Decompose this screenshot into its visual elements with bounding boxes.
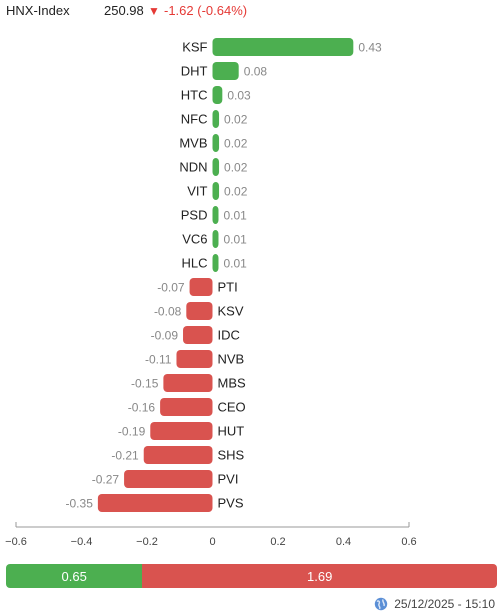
- data-label: -0.35: [66, 497, 94, 511]
- x-tick-label: 0.2: [270, 536, 285, 548]
- advance-segment: 0.65: [6, 564, 143, 588]
- globe-icon: [375, 597, 388, 611]
- x-tick-label: 0: [209, 536, 215, 548]
- data-label: -0.08: [154, 305, 182, 319]
- bar: [163, 374, 213, 392]
- decline-label: 1.69: [307, 568, 333, 584]
- category-label: CEO: [218, 400, 246, 415]
- x-tick-label: −0.4: [71, 536, 93, 548]
- category-label: NVB: [218, 352, 245, 367]
- bar: [212, 38, 354, 56]
- bar: [143, 446, 213, 464]
- impact-bar-chart: KSF 0.43 DHT 0.08 HTC 0.03 NFC 0.02 MVB 0.02 NDN 0.…: [5, 38, 417, 548]
- data-label: 0.02: [224, 137, 248, 151]
- category-label: SHS: [218, 448, 245, 463]
- bar: [212, 182, 220, 200]
- data-label: 0.43: [358, 41, 382, 55]
- data-label: 0.01: [224, 209, 248, 223]
- advance-decline-bar: 0.65 1.69: [6, 564, 497, 588]
- data-label: 0.03: [227, 89, 251, 103]
- bar: [212, 230, 219, 248]
- category-label: HUT: [218, 424, 245, 439]
- category-label: VC6: [182, 232, 207, 247]
- index-value: 250.98: [104, 3, 144, 18]
- category-label: MVB: [179, 136, 207, 151]
- category-label: PVI: [218, 472, 239, 487]
- data-label: 0.08: [244, 65, 268, 79]
- category-label: HTC: [181, 88, 208, 103]
- data-label: -0.21: [111, 449, 139, 463]
- bar: [212, 206, 219, 224]
- data-label: -0.09: [151, 329, 179, 343]
- bar: [176, 350, 213, 368]
- data-label: -0.19: [118, 425, 146, 439]
- data-label: 0.02: [224, 113, 248, 127]
- advance-label: 0.65: [61, 568, 87, 584]
- index-change: -1.62 (-0.64%): [164, 3, 248, 18]
- category-label: HLC: [181, 256, 207, 271]
- bar: [212, 62, 239, 80]
- category-label: VIT: [187, 184, 207, 199]
- category-label: KSF: [182, 40, 207, 55]
- index-name: HNX-Index: [6, 3, 70, 18]
- footer: 25/12/2025 - 15:10: [374, 597, 495, 611]
- data-label: 0.01: [224, 257, 248, 271]
- data-label: 0.01: [224, 233, 248, 247]
- data-label: -0.27: [92, 473, 120, 487]
- x-tick-label: 0.4: [336, 536, 351, 548]
- category-label: NDN: [179, 160, 207, 175]
- data-label: -0.16: [128, 401, 156, 415]
- category-label: IDC: [218, 328, 240, 343]
- category-label: KSV: [218, 304, 244, 319]
- bar: [189, 278, 213, 296]
- timestamp: 25/12/2025 - 15:10: [394, 597, 495, 611]
- decline-segment: 1.69: [142, 564, 497, 588]
- bar: [212, 86, 223, 104]
- data-label: 0.02: [224, 161, 248, 175]
- x-tick-label: 0.6: [401, 536, 416, 548]
- category-label: DHT: [181, 64, 208, 79]
- category-label: MBS: [218, 376, 247, 391]
- bar: [97, 494, 213, 512]
- data-label: 0.02: [224, 185, 248, 199]
- bar: [124, 470, 213, 488]
- bar: [212, 158, 220, 176]
- x-tick-label: −0.6: [5, 536, 27, 548]
- data-label: -0.07: [157, 281, 185, 295]
- bar: [183, 326, 213, 344]
- down-arrow-icon: ▼: [148, 4, 160, 18]
- category-label: NFC: [181, 112, 208, 127]
- bar: [212, 134, 220, 152]
- x-tick-label: −0.2: [136, 536, 158, 548]
- category-label: PTI: [218, 280, 238, 295]
- category-label: PVS: [218, 496, 244, 511]
- bar: [186, 302, 213, 320]
- data-label: -0.11: [145, 353, 172, 367]
- bar: [212, 110, 220, 128]
- bar: [160, 398, 213, 416]
- category-label: PSD: [181, 208, 208, 223]
- bar: [212, 254, 219, 272]
- data-label: -0.15: [131, 377, 159, 391]
- bar: [150, 422, 213, 440]
